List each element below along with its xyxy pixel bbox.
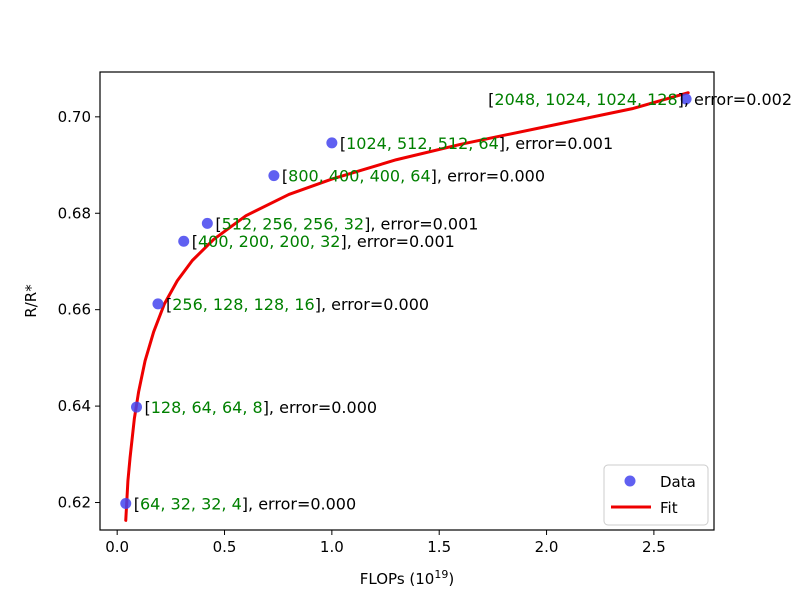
annotation-error: error=0.001 xyxy=(381,214,479,233)
data-point-annotation: [256, 128, 128, 16], error=0.000 xyxy=(166,295,429,314)
x-tick-label: 0.5 xyxy=(213,538,237,556)
data-point xyxy=(268,170,280,182)
annotation-open-bracket: [ xyxy=(134,494,140,513)
legend-fit-label: Fit xyxy=(660,499,678,517)
x-axis: 0.0 0.5 1.0 1.5 2.0 2.5 xyxy=(105,530,666,556)
annotation-config: 256, 128, 128, 16 xyxy=(172,295,314,314)
annotation-close-bracket: ], xyxy=(431,167,447,186)
annotation-open-bracket: [ xyxy=(215,214,221,233)
data-point xyxy=(201,217,213,229)
x-tick-label: 1.0 xyxy=(320,538,344,556)
data-point-annotation: [800, 400, 400, 64], error=0.000 xyxy=(282,167,545,186)
x-axis-label-text: FLOPs (10 xyxy=(360,570,435,588)
data-point-annotation: [128, 64, 64, 8], error=0.000 xyxy=(144,398,377,417)
annotation-config: 64, 32, 32, 4 xyxy=(140,494,242,513)
data-point-annotation: [400, 200, 200, 32], error=0.001 xyxy=(192,232,455,251)
y-axis: 0.62 0.64 0.66 0.68 0.70 xyxy=(58,108,100,512)
annotation-config: 400, 200, 200, 32 xyxy=(198,232,341,251)
annotation-error: error=0.000 xyxy=(447,167,545,186)
annotation-close-bracket: ], xyxy=(263,398,279,417)
annotation-open-bracket: [ xyxy=(166,295,172,314)
fit-line xyxy=(124,91,690,522)
y-tick-label: 0.64 xyxy=(58,397,91,415)
plot-area: [64, 32, 32, 4], error=0.000[128, 64, 64… xyxy=(120,90,792,522)
data-point-annotation: [512, 256, 256, 32], error=0.001 xyxy=(215,214,478,233)
annotation-close-bracket: ], xyxy=(315,295,331,314)
annotation-error: error=0.002 xyxy=(694,90,792,109)
x-tick-label: 0.0 xyxy=(105,538,129,556)
annotation-error: error=0.000 xyxy=(279,398,377,417)
y-axis-label: R/R* xyxy=(22,284,40,318)
y-tick-label: 0.70 xyxy=(58,108,91,126)
annotation-open-bracket: [ xyxy=(192,232,198,251)
annotation-config: 512, 256, 256, 32 xyxy=(222,214,365,233)
x-axis-label-close: ) xyxy=(448,570,454,588)
data-point xyxy=(680,93,692,105)
y-tick-label: 0.62 xyxy=(58,494,91,512)
annotation-error: error=0.001 xyxy=(357,232,455,251)
annotation-open-bracket: [ xyxy=(340,134,346,153)
annotation-config: 128, 64, 64, 8 xyxy=(151,398,263,417)
annotation-close-bracket: ], xyxy=(678,90,694,109)
y-tick-label: 0.66 xyxy=(58,301,91,319)
annotation-close-bracket: ], xyxy=(499,134,515,153)
legend-data-label: Data xyxy=(660,473,696,491)
x-axis-label: FLOPs (1019) xyxy=(360,568,454,588)
data-point-annotation: [1024, 512, 512, 64], error=0.001 xyxy=(340,134,613,153)
data-point-annotation: [64, 32, 32, 4], error=0.000 xyxy=(134,494,356,513)
annotation-close-bracket: ], xyxy=(364,214,380,233)
x-tick-label: 2.5 xyxy=(642,538,666,556)
data-point-annotation: [2048, 1024, 1024, 128], error=0.002 xyxy=(488,90,792,109)
plot-frame xyxy=(99,71,715,531)
legend-data-marker xyxy=(624,475,636,487)
data-point xyxy=(130,401,142,413)
data-point xyxy=(326,137,338,149)
annotation-close-bracket: ], xyxy=(340,232,356,251)
data-point xyxy=(120,497,132,509)
data-point xyxy=(152,298,164,310)
annotation-config: 1024, 512, 512, 64 xyxy=(346,134,499,153)
annotation-open-bracket: [ xyxy=(144,398,150,417)
annotation-open-bracket: [ xyxy=(282,167,288,186)
annotation-config: 2048, 1024, 1024, 128 xyxy=(494,90,677,109)
x-tick-label: 2.0 xyxy=(535,538,559,556)
x-tick-label: 1.5 xyxy=(427,538,451,556)
annotation-config: 800, 400, 400, 64 xyxy=(288,167,431,186)
annotation-error: error=0.000 xyxy=(331,295,429,314)
annotation-error: error=0.001 xyxy=(515,134,613,153)
annotation-close-bracket: ], xyxy=(242,494,258,513)
y-tick-label: 0.68 xyxy=(58,204,91,222)
x-axis-label-sup: 19 xyxy=(434,568,448,581)
annotation-error: error=0.000 xyxy=(258,494,356,513)
data-point xyxy=(178,235,190,247)
legend: Data Fit xyxy=(603,464,709,526)
annotation-open-bracket: [ xyxy=(488,90,494,109)
